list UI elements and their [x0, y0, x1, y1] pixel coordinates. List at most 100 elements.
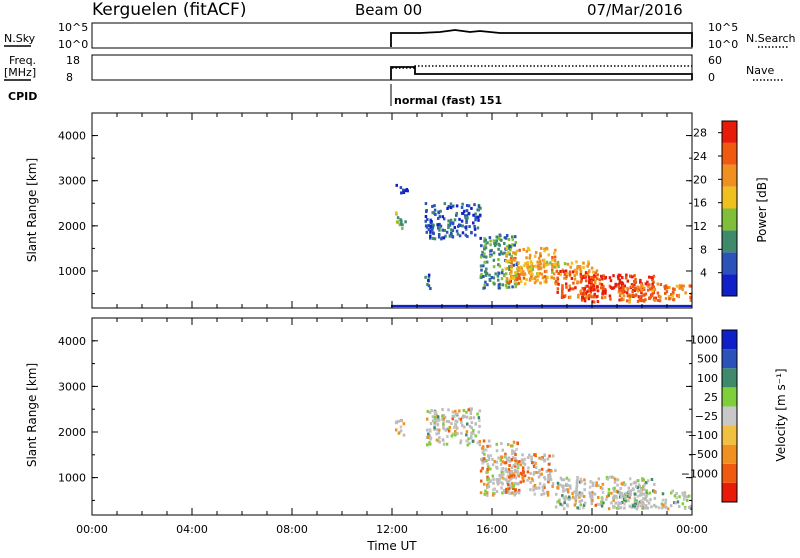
power-echo-cell: [431, 236, 435, 240]
velocity-echo-cell: [433, 415, 437, 419]
velocity-echo-cell: [540, 493, 543, 497]
velocity-echo-cell: [628, 504, 632, 508]
velocity-echo-cell: [591, 493, 594, 497]
power-echo-cell: [481, 250, 484, 254]
velocity-echo-cell: [550, 469, 553, 473]
power-echo-cell: [539, 267, 542, 271]
velocity-echo-cell: [681, 493, 685, 497]
power-echo-cell: [640, 291, 643, 295]
velocity-echo-cell: [454, 412, 458, 416]
power-echo-cell: [505, 266, 509, 270]
power-echo-cell: [538, 263, 541, 267]
velocity-echo-cell: [646, 499, 649, 503]
power-echo-cell: [429, 224, 432, 228]
freq-label-line1: Freq.: [9, 54, 36, 67]
power-echo-cell: [651, 278, 654, 282]
velocity-echo-cell: [575, 489, 578, 493]
velocity-echo-cell: [427, 432, 430, 436]
velocity-echo-cell: [628, 493, 631, 497]
power-echo-cell: [556, 287, 560, 291]
power-echo-cell: [539, 262, 543, 266]
power-echo-cell: [448, 223, 452, 227]
velocity-echo-cell: [399, 425, 403, 429]
power-echo-cell: [509, 257, 513, 261]
power-echo-cell: [447, 226, 450, 230]
velocity-echo-cell: [508, 464, 511, 468]
velocity-echo-cell: [483, 459, 486, 463]
power-echo-cell: [528, 253, 532, 257]
power-echo-cell: [483, 252, 486, 256]
power-echo-cell: [587, 262, 590, 266]
power-echo-cell: [426, 283, 429, 287]
velocity-echo-cell: [441, 408, 444, 412]
power-echo-cell: [507, 250, 510, 254]
velocity-echo-cell: [582, 503, 586, 507]
power-echo-cell: [576, 264, 579, 268]
velocity-echo-cell: [500, 470, 503, 474]
power-echo-cell: [534, 264, 537, 268]
velocity-echo-cell: [633, 501, 637, 505]
power-echo-cell: [427, 224, 430, 228]
velocity-panel: 1000 2000 3000 4000 Slant Range [km] 1000 50…: [25, 317, 788, 516]
power-echo-cell: [563, 294, 567, 298]
power-echo-cell: [404, 220, 407, 224]
power-echo-cell: [603, 287, 607, 291]
velocity-echo-cell: [510, 444, 513, 448]
velocity-echo-cell: [436, 423, 440, 427]
power-echo-cell: [544, 263, 548, 267]
power-colorbar-segment: [722, 121, 737, 143]
power-echo-cell: [590, 275, 594, 279]
power-echo-cell: [536, 278, 540, 282]
power-echo-cell: [530, 275, 533, 279]
power-echo-cell: [529, 267, 532, 271]
power-echo-cell: [652, 274, 656, 278]
velocity-echo-cell: [478, 424, 481, 428]
power-echo-cell: [625, 291, 629, 295]
velocity-echo-cell: [476, 412, 479, 416]
velocity-echo-cell: [436, 415, 440, 419]
velocity-echo-cell: [549, 477, 552, 481]
velocity-echo-cell: [565, 482, 568, 486]
power-echo-cell: [529, 272, 532, 276]
velocity-echo-cell: [622, 497, 626, 501]
power-echo-cell: [524, 261, 527, 265]
velocity-echo-cell: [442, 414, 446, 418]
frequency-panel: Freq. [MHz] 18 8 60 0 Nave CPID normal (…: [4, 54, 783, 107]
velocity-echo-cell: [646, 506, 650, 510]
velocity-echo-cell: [649, 498, 652, 502]
velocity-echo-cell: [470, 421, 474, 425]
power-echo-cell: [437, 232, 441, 236]
power-ytick-label: 2000: [58, 220, 86, 233]
power-echo-cell: [399, 186, 403, 190]
velocity-echo-cell: [617, 501, 620, 505]
power-echo-cell: [590, 283, 593, 287]
power-echo-cell: [497, 263, 500, 267]
power-echo-cell: [515, 249, 519, 253]
power-echo-cell: [564, 276, 568, 280]
power-echo-cell: [609, 286, 613, 290]
velocity-echo-cell: [465, 415, 469, 419]
power-echo-cell: [508, 252, 511, 256]
power-echo-cell: [637, 295, 641, 299]
velocity-echo-cell: [576, 506, 579, 510]
velocity-echo-cell: [502, 472, 505, 476]
velocity-echo-cell: [564, 495, 568, 499]
velocity-echo-cell: [583, 482, 587, 486]
power-echo-cell: [617, 277, 620, 281]
velocity-echo-cell: [612, 476, 615, 480]
velocity-echo-cell: [472, 416, 476, 420]
power-echo-cell: [512, 251, 515, 255]
power-echo-cell: [575, 260, 578, 264]
power-echo-cell: [551, 258, 554, 262]
power-colorbar-tick: 28: [693, 127, 707, 140]
power-echo-cell: [492, 239, 496, 243]
power-echo-cell: [434, 213, 437, 217]
velocity-echo-cell: [484, 489, 487, 493]
power-echo-cell: [474, 233, 477, 237]
power-echo-cell: [575, 270, 579, 274]
power-echo-cell: [508, 280, 512, 284]
velocity-echo-cell: [495, 490, 499, 494]
power-echo-cell: [658, 299, 662, 303]
velocity-echo-cell: [516, 464, 520, 468]
power-echo-cell: [465, 218, 468, 222]
